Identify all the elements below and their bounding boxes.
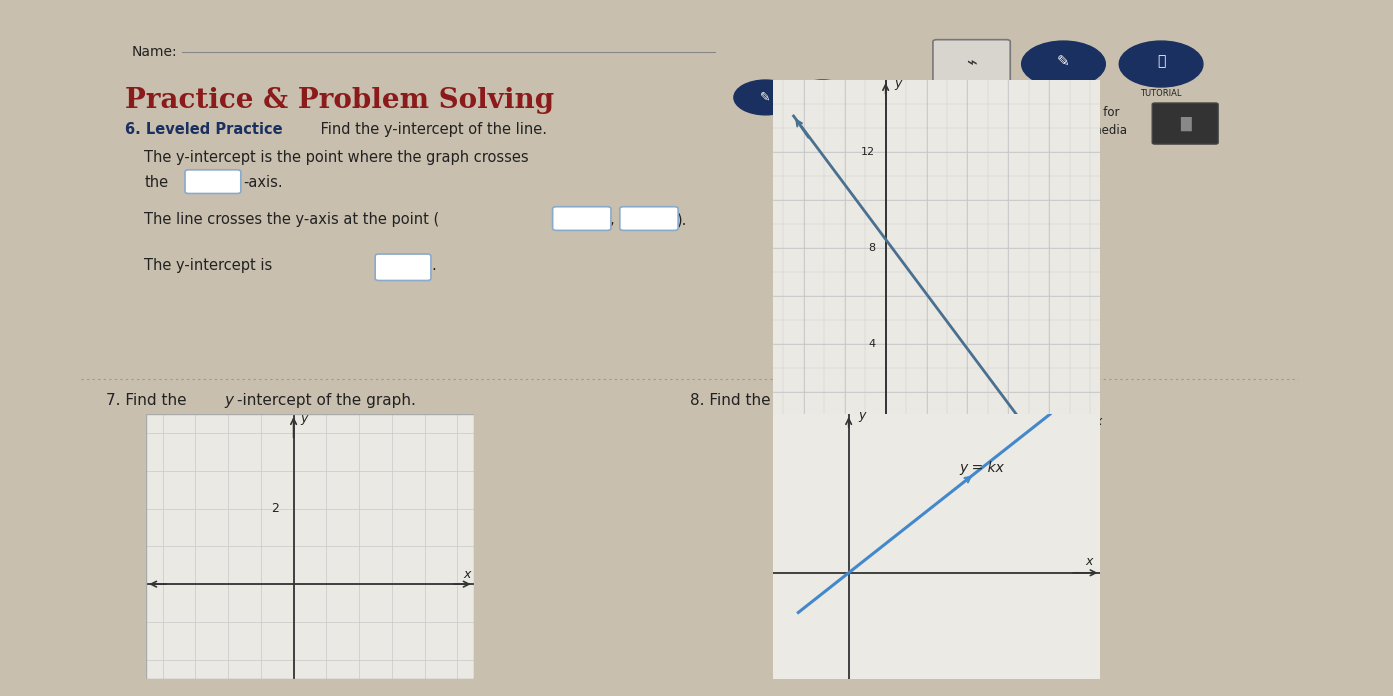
Text: y = kx: y = kx bbox=[960, 461, 1004, 475]
Text: Name:: Name: bbox=[132, 45, 177, 59]
Text: -intercept of the graph.: -intercept of the graph. bbox=[820, 393, 999, 409]
Circle shape bbox=[1021, 41, 1105, 87]
Text: 8: 8 bbox=[868, 243, 875, 253]
FancyBboxPatch shape bbox=[1152, 103, 1217, 144]
Text: 8. Find the: 8. Find the bbox=[690, 393, 775, 409]
Text: the: the bbox=[145, 175, 169, 191]
Text: ).: ). bbox=[677, 212, 687, 228]
Text: 2: 2 bbox=[272, 502, 279, 515]
Text: PRACTICE: PRACTICE bbox=[1043, 89, 1084, 98]
Text: 4: 4 bbox=[868, 339, 875, 349]
Text: y: y bbox=[894, 77, 901, 90]
Circle shape bbox=[734, 80, 797, 115]
Text: 12: 12 bbox=[861, 147, 875, 157]
FancyBboxPatch shape bbox=[933, 40, 1010, 89]
Text: █: █ bbox=[1180, 117, 1191, 131]
Text: .: . bbox=[430, 258, 436, 273]
FancyBboxPatch shape bbox=[375, 254, 430, 280]
Text: Practice & Problem Solving: Practice & Problem Solving bbox=[125, 87, 554, 114]
Text: O: O bbox=[882, 452, 890, 461]
Text: 6. Leveled Practice: 6. Leveled Practice bbox=[125, 122, 283, 137]
Text: ✎: ✎ bbox=[1057, 54, 1070, 69]
Text: ⏻: ⏻ bbox=[1158, 54, 1166, 68]
Text: The y-intercept is the point where the graph crosses: The y-intercept is the point where the g… bbox=[145, 150, 529, 165]
Text: The line crosses the y-axis at the point (: The line crosses the y-axis at the point… bbox=[145, 212, 440, 228]
Text: The y-intercept is: The y-intercept is bbox=[145, 258, 273, 273]
Text: y: y bbox=[858, 409, 866, 422]
Text: ⌁: ⌁ bbox=[967, 55, 976, 73]
Text: ⏻: ⏻ bbox=[819, 93, 826, 102]
Text: -4: -4 bbox=[798, 452, 809, 461]
Text: ✎: ✎ bbox=[761, 91, 770, 104]
Text: y: y bbox=[808, 393, 816, 409]
Circle shape bbox=[791, 80, 854, 115]
Text: 8: 8 bbox=[1046, 452, 1053, 461]
Text: 7. Find the: 7. Find the bbox=[106, 393, 192, 409]
Text: -intercept of the graph.: -intercept of the graph. bbox=[237, 393, 417, 409]
Text: Scan for
Multimedia: Scan for Multimedia bbox=[1063, 106, 1128, 137]
FancyBboxPatch shape bbox=[185, 170, 241, 193]
FancyBboxPatch shape bbox=[553, 207, 612, 230]
Text: ,: , bbox=[610, 212, 614, 228]
Text: y: y bbox=[224, 393, 233, 409]
Text: y: y bbox=[299, 411, 308, 425]
Circle shape bbox=[1119, 41, 1204, 87]
Text: 4: 4 bbox=[964, 452, 971, 461]
Text: -axis.: -axis. bbox=[244, 175, 283, 191]
Text: TUTORIAL: TUTORIAL bbox=[1141, 89, 1181, 98]
Text: x: x bbox=[1085, 555, 1092, 568]
Text: Find the y-intercept of the line.: Find the y-intercept of the line. bbox=[316, 122, 546, 137]
Text: x: x bbox=[1095, 416, 1102, 428]
FancyBboxPatch shape bbox=[620, 207, 678, 230]
Text: x: x bbox=[464, 569, 471, 581]
